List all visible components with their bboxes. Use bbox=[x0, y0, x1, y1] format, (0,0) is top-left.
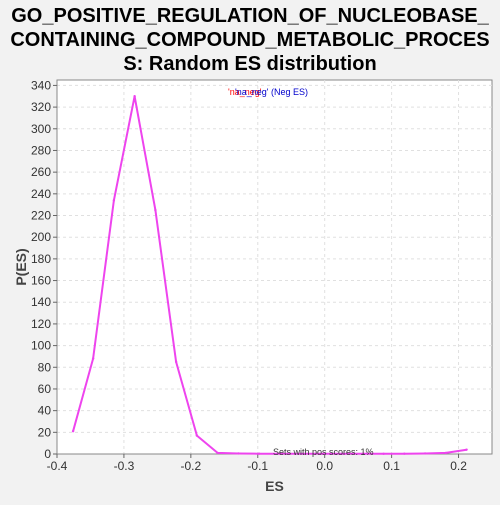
y-tick-label: 80 bbox=[38, 360, 52, 374]
chart-title-line-3: S: Random ES distribution bbox=[123, 53, 376, 75]
series-point bbox=[154, 208, 157, 212]
series-point bbox=[257, 452, 261, 455]
y-tick-label: 340 bbox=[31, 78, 51, 92]
series-point bbox=[340, 452, 344, 455]
y-tick-label: 220 bbox=[31, 209, 51, 223]
series-point bbox=[299, 452, 302, 455]
chart-title-line-2: CONTAINING_COMPOUND_METABOLIC_PROCES bbox=[10, 29, 489, 51]
pos-scores-annotation: Sets with pos scores: 1% bbox=[273, 447, 374, 457]
x-tick-label: 0.1 bbox=[383, 459, 400, 473]
x-tick-label: 0.0 bbox=[316, 459, 333, 473]
series-point bbox=[91, 357, 95, 360]
series-point bbox=[133, 95, 136, 98]
y-tick-label: 240 bbox=[31, 187, 51, 201]
x-axis-label: ES bbox=[265, 478, 284, 494]
series-point bbox=[71, 430, 75, 433]
series-layer bbox=[71, 95, 468, 455]
y-tick-label: 280 bbox=[31, 143, 51, 157]
series-point bbox=[403, 452, 406, 455]
x-tick-label: -0.1 bbox=[247, 459, 268, 473]
y-axis-label: P(ES) bbox=[13, 248, 29, 285]
y-tick-label: 180 bbox=[31, 252, 51, 266]
series-point bbox=[195, 434, 199, 437]
x-tick-label: 0.2 bbox=[450, 459, 467, 473]
series-point bbox=[444, 451, 448, 455]
y-tick-label: 260 bbox=[31, 165, 51, 179]
x-tick-label: -0.3 bbox=[114, 459, 135, 473]
plot-area bbox=[56, 79, 493, 455]
legend-prefix: 'na_neg' bbox=[228, 87, 262, 97]
legend-label: 'na_neg' (Neg ES) bbox=[235, 87, 308, 97]
y-tick-label: 320 bbox=[31, 100, 51, 114]
x-tick-label: -0.4 bbox=[47, 459, 68, 473]
series-line bbox=[72, 95, 467, 455]
series-point bbox=[278, 452, 282, 455]
y-tick-label: 140 bbox=[31, 295, 51, 309]
y-tick-label: 40 bbox=[38, 404, 52, 418]
y-tick-label: 300 bbox=[31, 122, 51, 136]
series-point bbox=[112, 199, 116, 202]
y-tick-label: 20 bbox=[38, 425, 52, 439]
x-tick-label: -0.2 bbox=[181, 459, 202, 473]
y-tick-label: 0 bbox=[44, 447, 51, 461]
series-point bbox=[320, 452, 323, 455]
series-point bbox=[361, 452, 365, 455]
series-point bbox=[174, 360, 178, 364]
series-point bbox=[216, 451, 219, 455]
y-tick-label: 60 bbox=[38, 382, 52, 396]
series-point bbox=[465, 448, 468, 451]
series-point bbox=[423, 452, 427, 455]
series-point bbox=[382, 452, 385, 455]
y-tick-label: 120 bbox=[31, 317, 51, 331]
y-tick-label: 160 bbox=[31, 274, 51, 288]
grid bbox=[56, 80, 492, 455]
chart-title-line-1: GO_POSITIVE_REGULATION_OF_NUCLEOBASE_ bbox=[11, 5, 489, 27]
y-tick-label: 100 bbox=[31, 339, 51, 353]
series-point bbox=[237, 452, 240, 455]
y-tick-label: 200 bbox=[31, 230, 51, 244]
